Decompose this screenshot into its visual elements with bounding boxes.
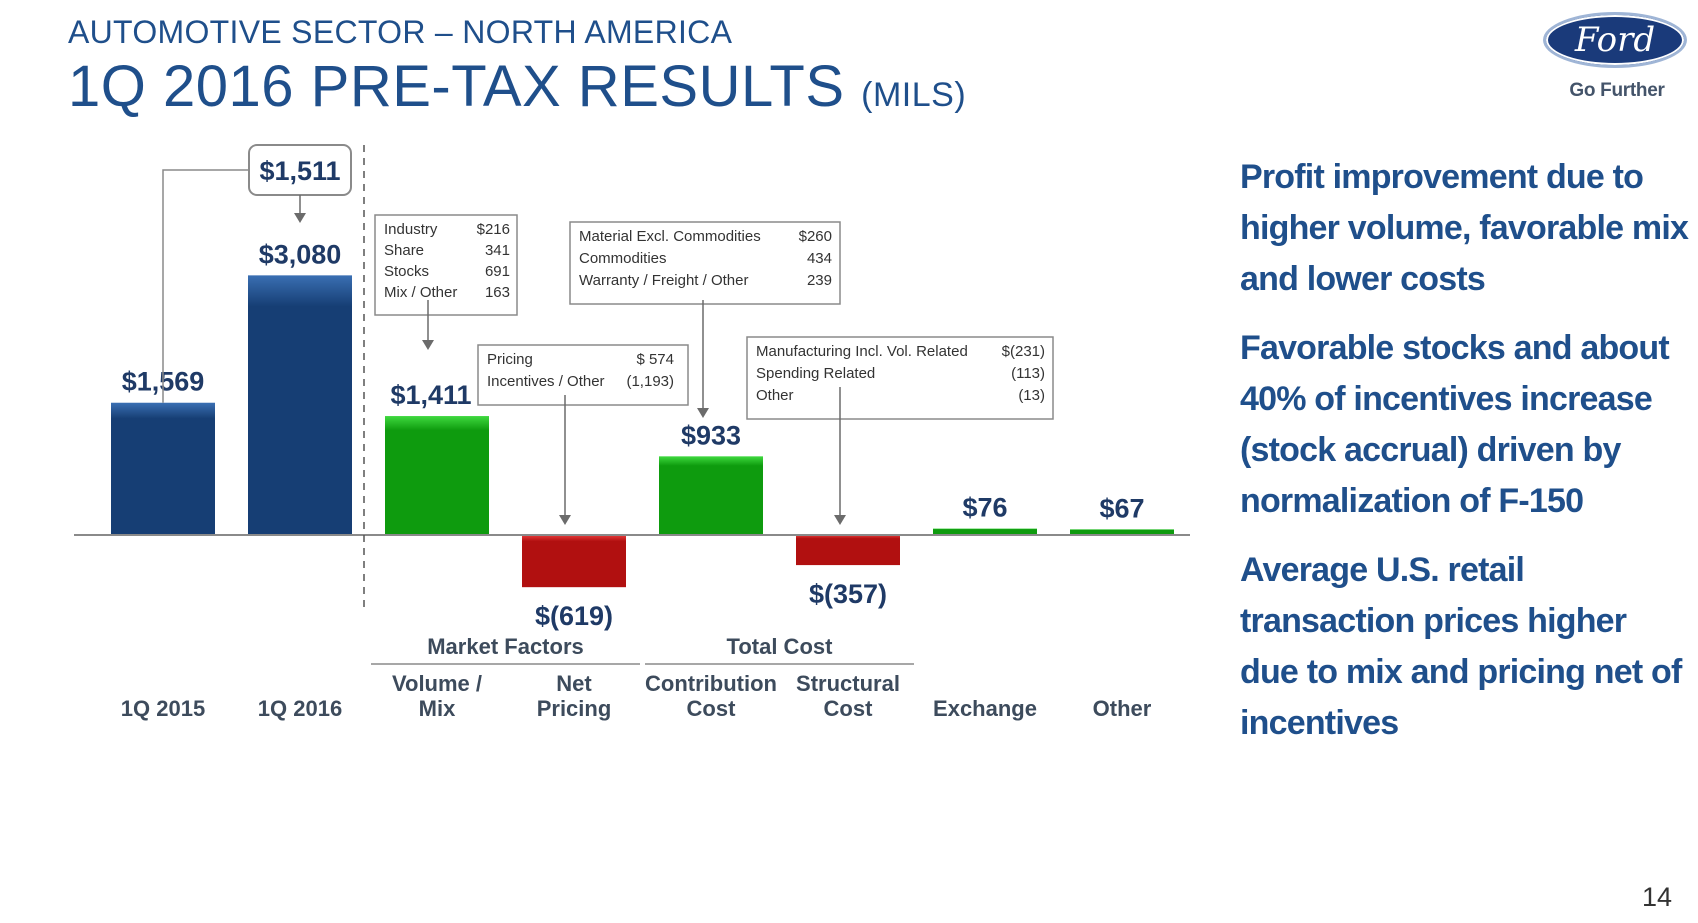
value-label: $(357) [809, 579, 887, 609]
category-label: Net [556, 671, 592, 696]
ford-oval-icon: Ford [1543, 12, 1687, 68]
commentary-point: Profit improvement due to higher volume,… [1240, 158, 1689, 298]
change-arrow-head [294, 213, 306, 223]
breakdown-item-value: 691 [485, 263, 510, 280]
breakdown-item-value: $(231) [1002, 343, 1045, 360]
category-label: Volume / [392, 671, 482, 696]
category-label: Exchange [933, 696, 1037, 721]
units-label: (MILS) [861, 76, 967, 114]
breakdown-item-label: Manufacturing Incl. Vol. Related [756, 343, 968, 360]
breakdown-item-value: (1,193) [626, 373, 674, 390]
breakdown-item-label: Warranty / Freight / Other [579, 272, 749, 289]
group-label: Total Cost [727, 634, 834, 659]
header: AUTOMOTIVE SECTOR – NORTH AMERICA 1Q 201… [68, 14, 966, 120]
category-label: Structural [796, 671, 900, 696]
breakdown-arrow-head [422, 340, 434, 350]
bar-5 [659, 456, 763, 535]
value-label: $67 [1099, 493, 1144, 523]
breakdown-item-value: 434 [807, 250, 832, 267]
breakdown-box [374, 214, 518, 316]
value-label: $3,080 [259, 239, 342, 269]
category-label: Mix [419, 696, 456, 721]
change-connector-line [162, 169, 249, 403]
breakdown-item-label: Pricing [487, 351, 533, 368]
waterfall-chart: $1,569$3,080$1,411$(619)$933$(357)$76 $67… [74, 144, 1190, 721]
breakdown-box [569, 221, 841, 305]
category-label: Pricing [537, 696, 612, 721]
group-label: Market Factors [427, 634, 584, 659]
breakdown-item-value: (13) [1018, 387, 1045, 404]
value-label: $(619) [535, 601, 613, 631]
bar-6 [796, 535, 900, 566]
breakdown-arrow-head [697, 408, 709, 418]
ford-logo: Ford Go Further [1543, 12, 1691, 102]
breakdown-item-label: Commodities [579, 250, 667, 267]
breakdown-item-label: Spending Related [756, 365, 875, 382]
sector-subtitle: AUTOMOTIVE SECTOR – NORTH AMERICA [68, 14, 733, 50]
breakdown-item-value: $260 [799, 228, 832, 245]
bar-7 [933, 528, 1037, 535]
category-label: Cost [687, 696, 737, 721]
breakdown-arrow-head [559, 515, 571, 525]
breakdown-item-label: Mix / Other [384, 284, 457, 301]
change-label: $1,511 [259, 156, 340, 186]
breakdown-item-label: Share [384, 242, 424, 259]
value-label: $76 [962, 493, 1007, 523]
commentary-point: Favorable stocks and about 40% of incent… [1240, 329, 1670, 520]
breakdown-item-value: $ 574 [636, 351, 674, 368]
breakdown-arrow-head [834, 515, 846, 525]
category-label: Contribution [645, 671, 777, 696]
commentary-panel: Profit improvement due to higher volume,… [1240, 152, 1690, 767]
breakdown-item-value: 341 [485, 242, 510, 259]
breakdown-item-value: 239 [807, 272, 832, 289]
breakdown-item-label: Industry [384, 221, 438, 238]
breakdown-box [477, 344, 689, 406]
breakdown-item-value: 163 [485, 284, 510, 301]
commentary-point: Average U.S. retail transaction prices h… [1240, 551, 1682, 742]
bar-1 [111, 402, 215, 535]
page-title: 1Q 2016 PRE-TAX RESULTS (MILS) [68, 53, 966, 120]
value-label: $1,411 [390, 380, 471, 410]
breakdown-item-label: Stocks [384, 263, 429, 280]
category-label: Other [1093, 696, 1152, 721]
value-label: $933 [681, 420, 741, 450]
category-label: 1Q 2016 [258, 696, 342, 721]
breakdown-item-value: $216 [477, 221, 510, 238]
title-text: 1Q 2016 PRE-TAX RESULTS [68, 54, 845, 119]
breakdown-item-value: (113) [1011, 365, 1045, 382]
page-number: 14 [1642, 882, 1673, 912]
breakdown-item-label: Other [756, 387, 794, 404]
bar-3 [385, 416, 489, 535]
breakdown-item-label: Material Excl. Commodities [579, 228, 761, 245]
category-label: 1Q 2015 [121, 696, 205, 721]
bar-4 [522, 535, 626, 588]
bar-2 [248, 275, 352, 535]
breakdown-box [746, 336, 1054, 420]
bar-8 [1070, 529, 1174, 535]
category-label: Cost [824, 696, 874, 721]
breakdown-item-label: Incentives / Other [487, 373, 605, 390]
logo-tagline: Go Further [1569, 80, 1665, 101]
